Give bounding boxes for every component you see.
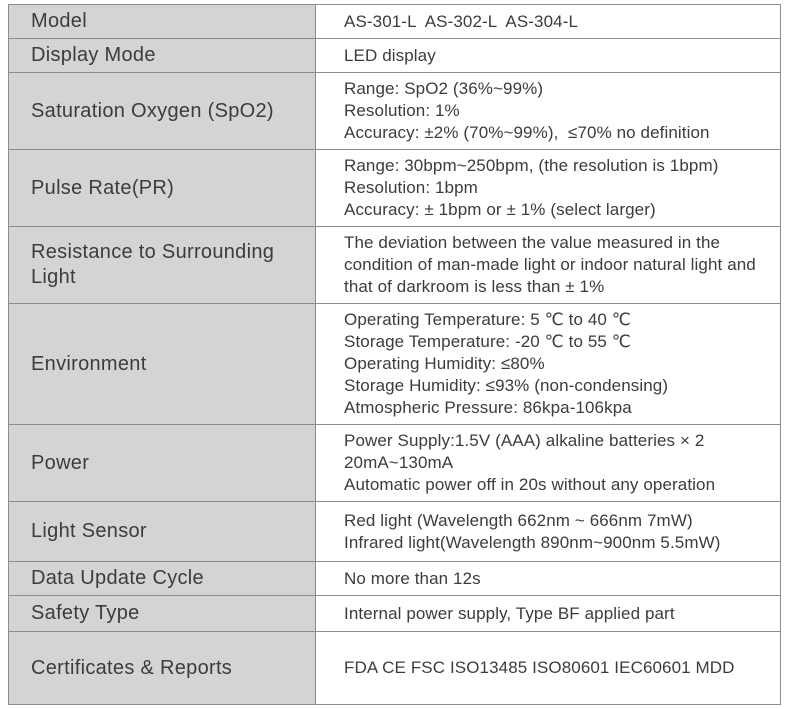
value-line: AS-301-L AS-302-L AS-304-L bbox=[344, 11, 579, 31]
table-row: Display Mode LED display bbox=[8, 38, 781, 73]
row-label-cell: Data Update Cycle bbox=[8, 561, 316, 596]
value-line: Operating Humidity: ≤80% bbox=[344, 354, 545, 373]
row-label-cell: Model bbox=[8, 4, 316, 39]
spec-table-body: Model AS-301-L AS-302-L AS-304-L Display… bbox=[8, 4, 781, 705]
table-row: Certificates & Reports FDA CE FSC ISO134… bbox=[8, 631, 781, 705]
row-label-cell: Environment bbox=[8, 303, 316, 425]
table-row: Model AS-301-L AS-302-L AS-304-L bbox=[8, 4, 781, 39]
row-value-cell: Range: 30bpm~250bpm, (the resolution is … bbox=[315, 149, 781, 227]
row-label-cell: Resistance to Surrounding Light bbox=[8, 226, 316, 304]
row-label-cell: Certificates & Reports bbox=[8, 631, 316, 705]
value-line: Internal power supply, Type BF applied p… bbox=[344, 603, 675, 623]
row-label-cell: Light Sensor bbox=[8, 501, 316, 562]
value-line: Operating Temperature: 5 ℃ to 40 ℃ bbox=[344, 310, 631, 329]
value-line: 20mA~130mA bbox=[344, 453, 454, 472]
table-row: Environment Operating Temperature: 5 ℃ t… bbox=[8, 303, 781, 425]
row-label: Light Sensor bbox=[31, 520, 147, 542]
row-label: Data Update Cycle bbox=[31, 567, 204, 589]
value-line: Power Supply:1.5V (AAA) alkaline batteri… bbox=[344, 431, 705, 450]
value-line: Storage Humidity: ≤93% (non-condensing) bbox=[344, 376, 669, 395]
value-line: Resolution: 1bpm bbox=[344, 178, 478, 197]
value-line: Infrared light(Wavelength 890nm~900nm 5.… bbox=[344, 532, 721, 552]
table-row: Power Power Supply:1.5V (AAA) alkaline b… bbox=[8, 424, 781, 502]
value-line: Accuracy: ±2% (70%~99%), ≤70% no definit… bbox=[344, 123, 710, 142]
row-label-cell: Saturation Oxygen (SpO2) bbox=[8, 72, 316, 150]
row-label: Resistance to Surrounding Light bbox=[31, 241, 275, 288]
table-row: Resistance to Surrounding Light The devi… bbox=[8, 226, 781, 304]
row-label-cell: Power bbox=[8, 424, 316, 502]
value-line: LED display bbox=[344, 45, 436, 65]
row-value-cell: AS-301-L AS-302-L AS-304-L bbox=[315, 4, 781, 39]
row-label: Saturation Oxygen (SpO2) bbox=[31, 99, 274, 122]
row-label-cell: Pulse Rate(PR) bbox=[8, 149, 316, 227]
value-line: Range: SpO2 (36%~99%) bbox=[344, 79, 544, 98]
value-line: Red light (Wavelength 662nm ~ 666nm 7mW) bbox=[344, 510, 693, 530]
row-value-cell: Power Supply:1.5V (AAA) alkaline batteri… bbox=[315, 424, 781, 502]
row-label: Certificates & Reports bbox=[31, 656, 233, 679]
row-label: Power bbox=[31, 451, 90, 474]
row-label-cell: Display Mode bbox=[8, 38, 316, 73]
row-value-cell: FDA CE FSC ISO13485 ISO80601 IEC60601 MD… bbox=[315, 631, 781, 705]
value-line: Automatic power off in 20s without any o… bbox=[344, 475, 716, 494]
row-label: Display Mode bbox=[31, 44, 156, 66]
table-row: Safety Type Internal power supply, Type … bbox=[8, 595, 781, 632]
row-label: Environment bbox=[31, 352, 147, 375]
spec-table: Model AS-301-L AS-302-L AS-304-L Display… bbox=[8, 4, 781, 705]
row-value-cell: Internal power supply, Type BF applied p… bbox=[315, 595, 781, 632]
row-label: Safety Type bbox=[31, 602, 140, 624]
value-line: No more than 12s bbox=[344, 568, 481, 588]
row-label-cell: Safety Type bbox=[8, 595, 316, 632]
table-row: Data Update Cycle No more than 12s bbox=[8, 561, 781, 596]
row-value-cell: Operating Temperature: 5 ℃ to 40 ℃ Storag… bbox=[315, 303, 781, 425]
value-line: FDA CE FSC ISO13485 ISO80601 IEC60601 MD… bbox=[344, 658, 735, 677]
value-line: Atmospheric Pressure: 86kpa-106kpa bbox=[344, 398, 632, 417]
row-value-cell: LED display bbox=[315, 38, 781, 73]
row-value-cell: No more than 12s bbox=[315, 561, 781, 596]
value-line: Storage Temperature: -20 ℃ to 55 ℃ bbox=[344, 332, 631, 351]
table-row: Saturation Oxygen (SpO2) Range: SpO2 (36… bbox=[8, 72, 781, 150]
table-row: Pulse Rate(PR) Range: 30bpm~250bpm, (the… bbox=[8, 149, 781, 227]
row-value-cell: The deviation between the value measured… bbox=[315, 226, 781, 304]
row-value-cell: Range: SpO2 (36%~99%) Resolution: 1% Accur… bbox=[315, 72, 781, 150]
value-line: Range: 30bpm~250bpm, (the resolution is … bbox=[344, 156, 719, 175]
value-line: Resolution: 1% bbox=[344, 101, 460, 120]
value-line: Accuracy: ± 1bpm or ± 1% (select larger) bbox=[344, 200, 656, 219]
row-label: Pulse Rate(PR) bbox=[31, 176, 175, 199]
table-row: Light Sensor Red light (Wavelength 662nm… bbox=[8, 501, 781, 562]
row-label: Model bbox=[31, 10, 87, 32]
value-line: The deviation between the value measured… bbox=[344, 233, 761, 296]
row-value-cell: Red light (Wavelength 662nm ~ 666nm 7mW)… bbox=[315, 501, 781, 562]
